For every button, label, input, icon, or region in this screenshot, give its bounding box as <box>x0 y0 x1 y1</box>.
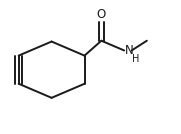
Text: O: O <box>97 8 106 21</box>
Text: H: H <box>132 54 139 64</box>
Text: N: N <box>125 44 134 57</box>
